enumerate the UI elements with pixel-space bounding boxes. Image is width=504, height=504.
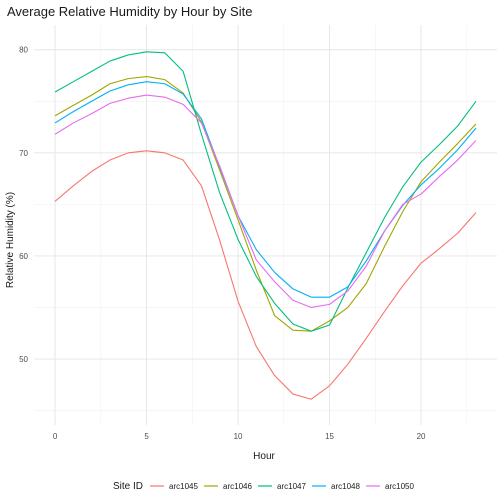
y-tick-label: 60 — [19, 252, 28, 261]
x-tick-label: 10 — [234, 432, 243, 441]
legend: Site ID arc1045 arc1046 arc1047 arc1048 arc1… — [113, 481, 414, 492]
x-tick-label: 15 — [325, 432, 334, 441]
y-tick-label: 50 — [19, 355, 28, 364]
chart-title: Average Relative Humidity by Hour by Sit… — [7, 4, 252, 19]
series-line-arc1047 — [54, 51, 477, 332]
x-tick-label: 0 — [53, 432, 58, 441]
legend-label-arc1048: arc1048 — [331, 482, 360, 491]
tick-labels: 0 5 10 15 20 50 60 70 80 — [19, 46, 426, 441]
series-line-arc1048 — [54, 81, 477, 298]
series-lines — [54, 51, 477, 400]
y-tick-label: 70 — [19, 149, 28, 158]
legend-label-arc1047: arc1047 — [277, 482, 306, 491]
x-tick-label: 5 — [144, 432, 149, 441]
x-tick-label: 20 — [417, 432, 426, 441]
series-line-arc1045 — [54, 150, 477, 400]
legend-label-arc1045: arc1045 — [169, 482, 198, 491]
series-line-arc1050 — [54, 94, 477, 309]
y-axis-title: Relative Humidity (%) — [5, 192, 16, 288]
legend-title: Site ID — [113, 481, 143, 492]
grid — [34, 25, 497, 425]
x-axis-title: Hour — [253, 451, 275, 462]
series-line-arc1046 — [54, 76, 477, 332]
legend-label-arc1050: arc1050 — [385, 482, 414, 491]
legend-label-arc1046: arc1046 — [223, 482, 252, 491]
y-tick-label: 80 — [19, 46, 28, 55]
